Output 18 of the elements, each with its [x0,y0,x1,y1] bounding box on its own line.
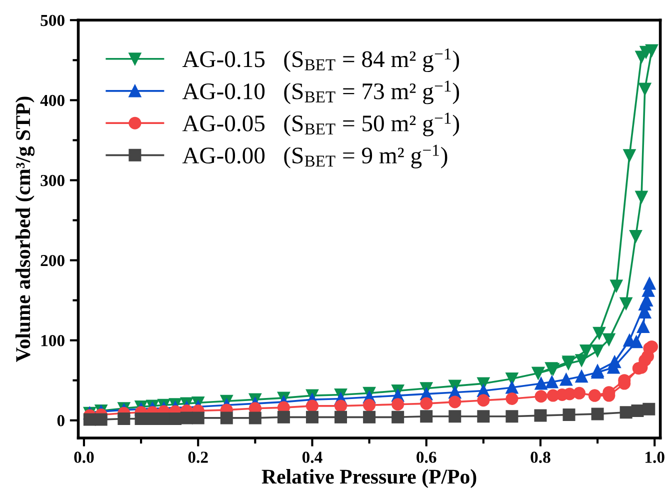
legend-label: AG-0.00 (S$_{BET}$ = 9 m² g$^{−1}$) [182,144,448,168]
legend-label: AG-0.05 (S$_{BET}$ = 50 m² g$^{−1}$) [182,112,460,136]
y-tick-label: 500 [40,14,64,26]
x-tick-label: 0.0 [74,452,94,463]
y-tick-label: 300 [40,174,64,186]
x-tick-label: 1.0 [646,452,664,463]
y-tick-label: 200 [40,254,64,266]
y-axis-title: Volume adsorbed (cm³/g STP) [15,96,35,362]
legend-label: AG-0.10 (S$_{BET}$ = 73 m² g$^{−1}$) [182,80,460,104]
legend-label: AG-0.15 (S$_{BET}$ = 84 m² g$^{−1}$) [182,48,460,72]
x-tick-label: 0.4 [302,452,322,463]
x-tick-label: 0.6 [416,452,436,463]
y-tick-label: 0 [57,415,64,426]
x-axis-title: Relative Pressure (P/Po) [262,469,476,488]
y-tick-label: 400 [40,94,64,106]
x-tick-label: 0.8 [530,452,550,463]
x-tick-label: 0.2 [188,452,208,463]
y-tick-label: 100 [41,335,64,346]
